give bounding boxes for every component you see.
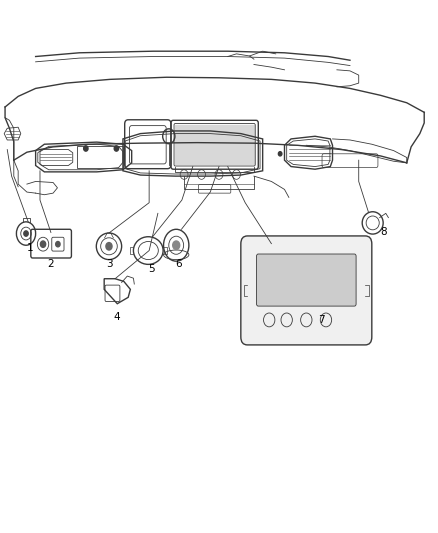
- Text: 3: 3: [106, 259, 112, 269]
- Text: 4: 4: [113, 312, 120, 322]
- Circle shape: [173, 241, 180, 249]
- Text: 8: 8: [381, 227, 387, 237]
- Text: 5: 5: [148, 264, 155, 274]
- Circle shape: [279, 152, 282, 156]
- Text: 7: 7: [318, 314, 325, 325]
- Circle shape: [106, 243, 112, 250]
- Circle shape: [84, 146, 88, 151]
- Circle shape: [24, 231, 28, 236]
- FancyBboxPatch shape: [241, 236, 372, 345]
- Circle shape: [40, 241, 46, 247]
- Text: 2: 2: [48, 259, 54, 269]
- FancyBboxPatch shape: [257, 254, 356, 306]
- Text: 6: 6: [176, 259, 182, 269]
- Circle shape: [56, 241, 60, 247]
- Text: 1: 1: [27, 243, 34, 253]
- Circle shape: [114, 146, 119, 151]
